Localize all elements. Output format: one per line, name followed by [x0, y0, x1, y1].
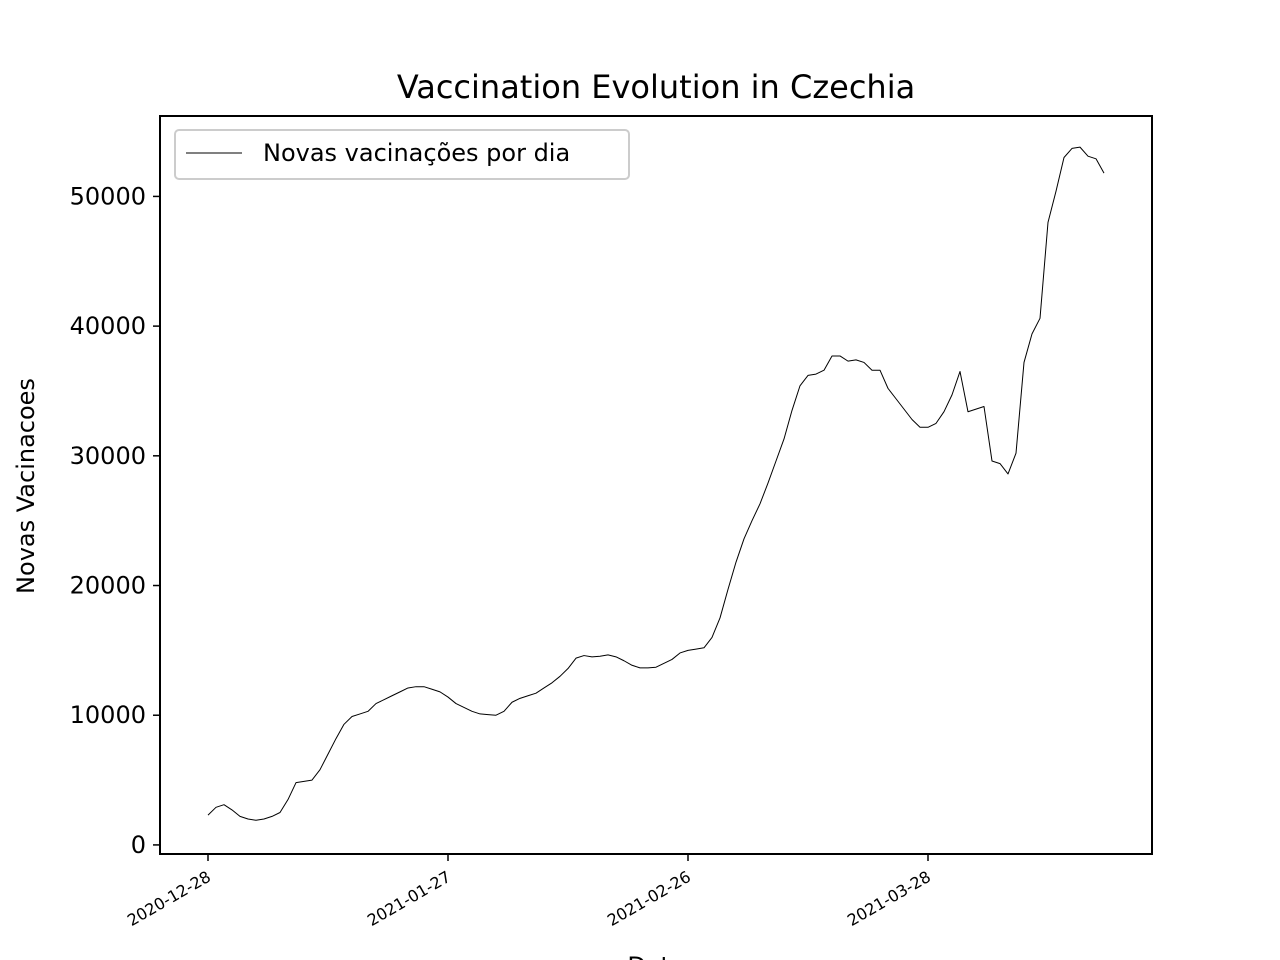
y-tick-label: 50000 [70, 182, 146, 210]
series-line-novas-vacinacoes [207, 146, 1105, 821]
x-tick-label: 2021-01-27 [364, 867, 454, 930]
y-tick-label: 20000 [70, 572, 146, 600]
x-tick-label: 2021-03-28 [844, 867, 934, 930]
x-tick-label: 2021-02-26 [604, 867, 694, 930]
x-axis-label: Data [627, 952, 684, 960]
y-tick-label: 10000 [70, 701, 146, 729]
chart-title: Vaccination Evolution in Czechia [397, 68, 915, 106]
x-tick-label: 2020-12-28 [124, 867, 214, 930]
legend-label: Novas vacinações por dia [263, 139, 570, 167]
y-axis-ticks: 0 10000 20000 30000 40000 50000 [70, 182, 160, 859]
plot-area [159, 115, 1153, 855]
x-axis-ticks: 2020-12-28 2021-01-27 2021-02-26 2021-03-28 [124, 854, 934, 930]
legend: Novas vacinações por dia [174, 129, 630, 180]
y-tick-label: 0 [131, 831, 146, 859]
y-tick-label: 30000 [70, 442, 146, 470]
legend-box [174, 129, 630, 180]
y-tick-label: 40000 [70, 312, 146, 340]
y-axis-label: Novas Vacinacoes [12, 378, 40, 594]
